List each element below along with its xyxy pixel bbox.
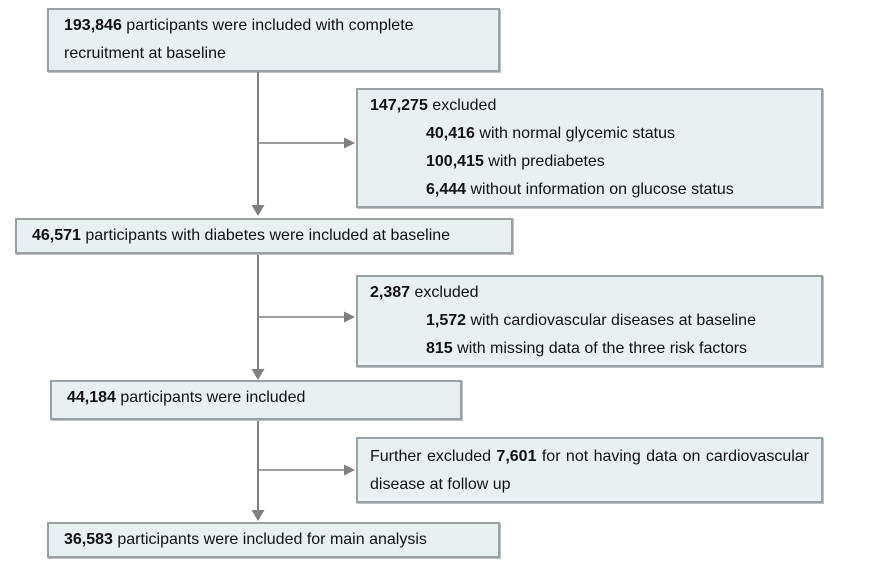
arrowhead-right-3: [344, 464, 355, 476]
box-text: for not having data on cardiovascular di…: [370, 448, 810, 493]
flow-box-excluded-cvd: 2,387 excluded 1,572 with cardiovascular…: [356, 275, 823, 367]
box-text: participants were included for main anal…: [112, 531, 427, 548]
exclusion-item: 815 with missing data of the three risk …: [426, 335, 809, 363]
box-text: with missing data of the three risk fact…: [452, 340, 748, 357]
box-text: without information on glucose status: [466, 181, 734, 198]
excluded-count: 40,416: [426, 125, 475, 142]
excluded-count: 7,601: [496, 448, 537, 465]
excluded-count: 147,275: [370, 97, 428, 114]
exclusion-item: 40,416 with normal glycemic status: [426, 120, 809, 148]
excluded-count: 100,415: [426, 153, 484, 170]
arrowhead-down-2: [251, 369, 265, 380]
excluded-count: 815: [426, 340, 453, 357]
participant-count: 46,571: [32, 227, 81, 244]
flow-box-excluded-glucose: 147,275 excluded 40,416 with normal glyc…: [356, 88, 823, 208]
participant-count: 36,583: [64, 531, 113, 548]
box-text: Further excluded: [370, 448, 497, 465]
box-text: participants with diabetes were included…: [80, 227, 451, 244]
flow-box-excluded-followup: Further excluded 7,601 for not having da…: [356, 437, 823, 503]
arrowhead-down-1: [251, 205, 265, 216]
excluded-count: 1,572: [426, 312, 467, 329]
box-text: excluded: [427, 97, 497, 114]
exclusion-header: 147,275 excluded: [370, 92, 809, 120]
participant-count: 44,184: [67, 389, 116, 406]
excluded-count: 6,444: [426, 181, 467, 198]
exclusion-header: 2,387 excluded: [370, 279, 809, 307]
box-text: participants were included: [115, 389, 306, 406]
excluded-count: 2,387: [370, 284, 411, 301]
arrowhead-right-2: [344, 311, 355, 323]
arrowhead-right-1: [344, 137, 355, 149]
box-text: with prediabetes: [483, 153, 605, 170]
exclusion-item: 100,415 with prediabetes: [426, 148, 809, 176]
arrowhead-down-3: [251, 510, 265, 521]
participant-count: 193,846: [64, 17, 122, 34]
flow-box-included: 44,184 participants were included: [50, 380, 462, 420]
flow-box-baseline: 193,846 participants were included with …: [47, 8, 500, 72]
exclusion-item: 6,444 without information on glucose sta…: [426, 176, 809, 204]
box-text: participants were included with complete…: [64, 17, 414, 62]
flow-box-diabetes: 46,571 participants with diabetes were i…: [15, 218, 513, 254]
box-text: with normal glycemic status: [474, 125, 675, 142]
box-text: with cardiovascular diseases at baseline: [466, 312, 756, 329]
flow-box-final: 36,583 participants were included for ma…: [47, 522, 500, 558]
box-text: excluded: [410, 284, 479, 301]
exclusion-item: 1,572 with cardiovascular diseases at ba…: [426, 307, 809, 335]
